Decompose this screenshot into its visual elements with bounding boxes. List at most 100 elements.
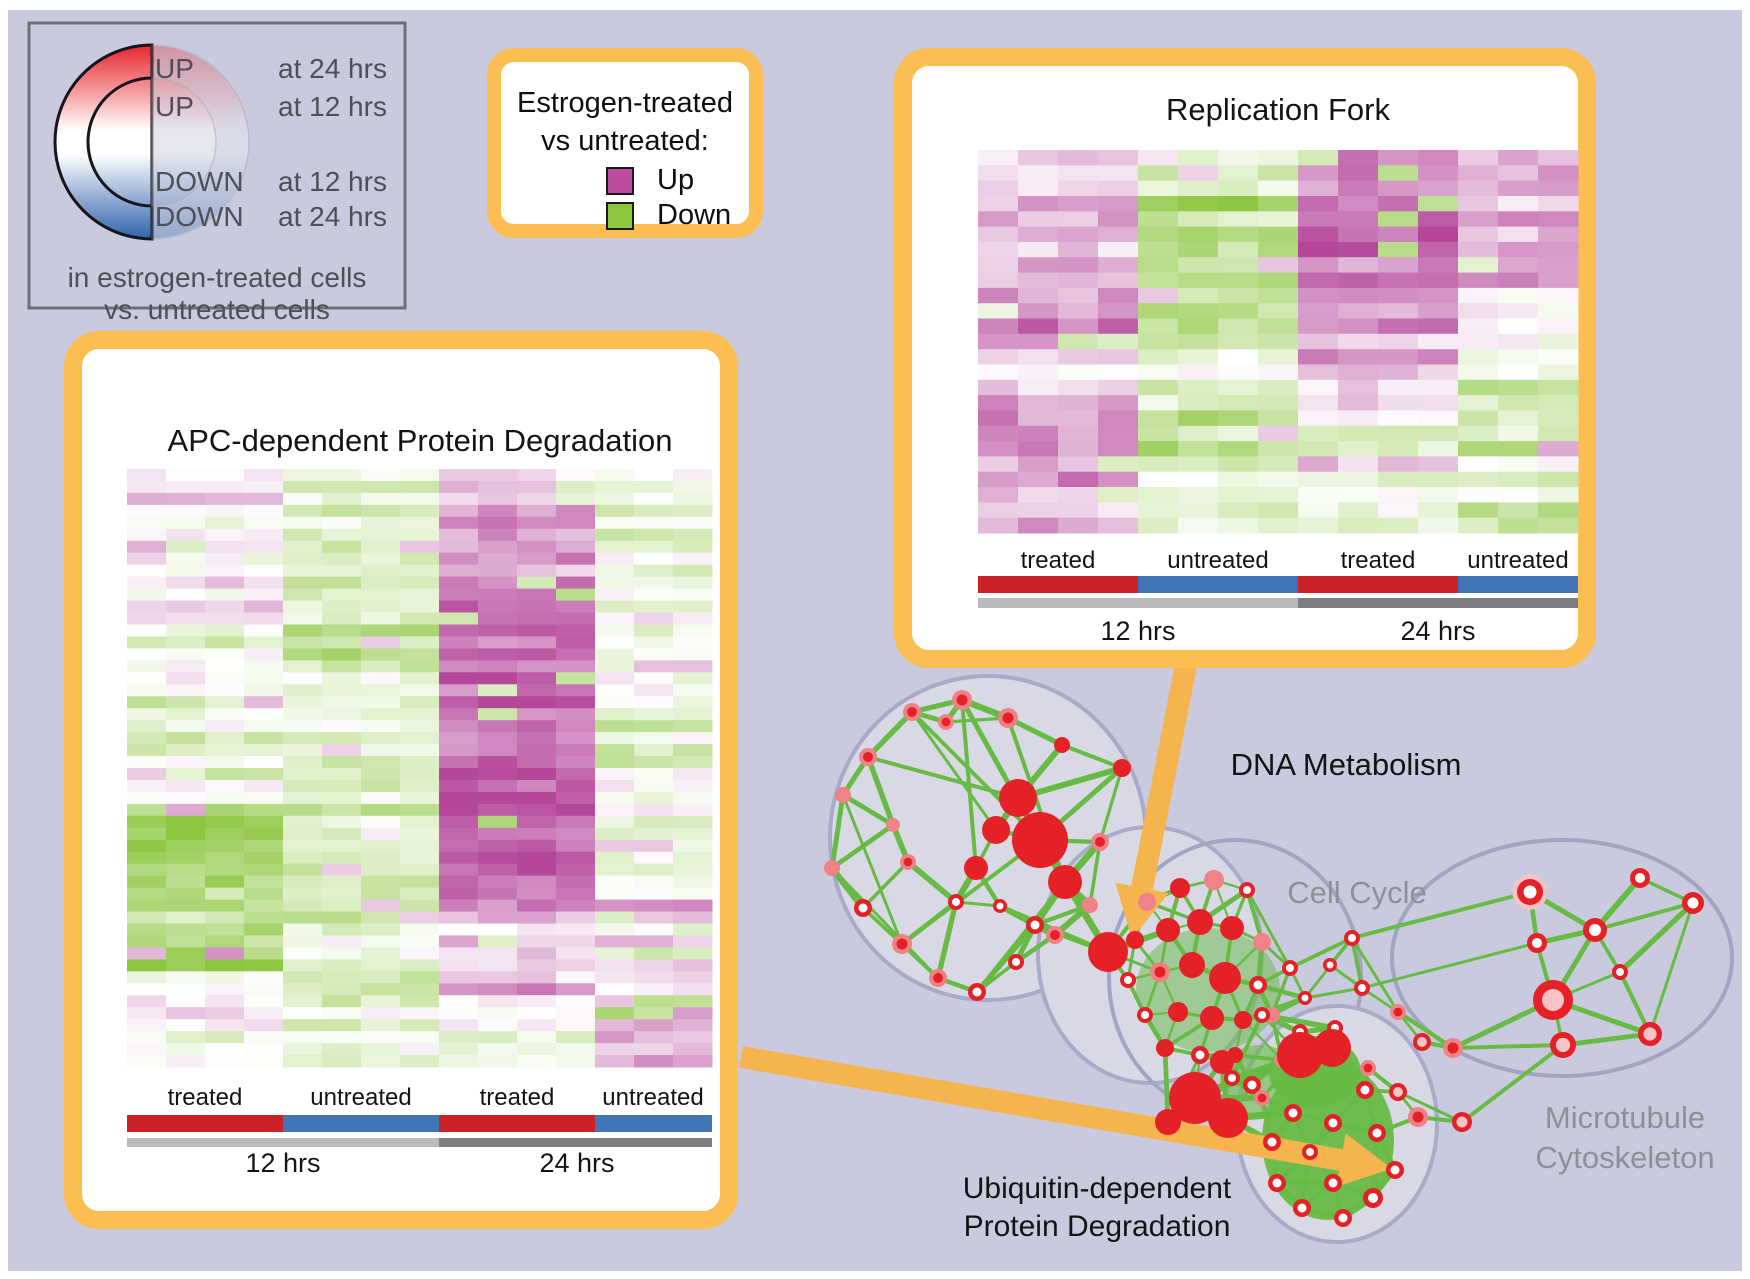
heatmap-cell — [166, 636, 206, 649]
heatmap-cell — [361, 708, 401, 721]
network-node — [1012, 812, 1068, 868]
network-nodes — [824, 690, 1704, 1227]
heatmap-cell — [1458, 349, 1499, 365]
network-node — [1170, 878, 1190, 898]
network-node — [1447, 1042, 1459, 1054]
heatmap-cell — [1298, 165, 1339, 182]
heatmap-cell — [517, 576, 557, 590]
network-edge — [1351, 890, 1531, 940]
heatmap-cell — [478, 552, 518, 566]
heatmap-cell — [517, 552, 557, 566]
heatmap-cell — [166, 1019, 206, 1032]
heatmap-cell — [1098, 441, 1139, 457]
cell-cycle-label: Cell Cycle — [1287, 875, 1427, 910]
heatmap-cell — [322, 803, 362, 817]
heatmap-cell — [283, 672, 323, 685]
heatmap-cell — [1418, 471, 1459, 488]
heatmap-cell — [1418, 180, 1459, 197]
heatmap-cell — [517, 504, 557, 518]
heatmap-cell — [361, 516, 401, 530]
heatmap-cell — [978, 287, 1019, 304]
heatmap-cell — [127, 612, 167, 625]
heatmap-cell — [1098, 196, 1139, 212]
heatmap-cell — [517, 660, 557, 673]
heatmap-cell — [166, 875, 206, 889]
network-node — [1338, 1213, 1348, 1223]
heatmap-cell — [1538, 456, 1579, 473]
heatmap-cell — [1418, 487, 1459, 503]
heatmap-cell — [517, 1043, 557, 1056]
heatmap-cell — [634, 1043, 674, 1056]
heatmap-cell — [205, 1019, 245, 1032]
heatmap-cell — [400, 839, 440, 853]
heatmap-cell — [322, 768, 362, 781]
network-node — [1088, 932, 1128, 972]
heatmap-cell — [127, 516, 167, 530]
heatmap-cell — [283, 624, 323, 637]
heatmap-cell — [205, 744, 245, 757]
heatmap-cell — [127, 815, 167, 829]
network-node — [952, 898, 960, 906]
heatmap-cell — [400, 708, 440, 721]
heatmap-cell — [1378, 487, 1419, 503]
heatmap-cell — [517, 492, 557, 506]
heatmap-cell — [595, 863, 635, 877]
heatmap-cell — [634, 899, 674, 913]
heatmap-cell — [517, 612, 557, 625]
network-node — [956, 694, 968, 706]
heatmap-cell — [127, 552, 167, 566]
heatmap-cell — [1018, 349, 1059, 365]
heatmap-cell — [1178, 211, 1219, 228]
heatmap-cell — [517, 851, 557, 865]
heatmap-cell — [1098, 180, 1139, 197]
network-node — [1168, 1002, 1188, 1022]
heatmap-cell — [283, 947, 323, 960]
heatmap-cell — [1298, 333, 1339, 350]
heatmap-cell — [1298, 272, 1339, 289]
heatmap-cell — [1498, 456, 1539, 473]
heatmap-cell — [1538, 517, 1579, 534]
heatmap-cell — [205, 540, 245, 554]
heatmap-cell — [1058, 165, 1099, 182]
heatmap-cell — [517, 469, 557, 482]
heatmap-cell — [1098, 410, 1139, 427]
heatmap-cell — [478, 516, 518, 530]
heatmap-cell — [595, 983, 635, 996]
heatmap-cell — [439, 469, 479, 482]
microtubule-ellipse — [1390, 838, 1734, 1078]
heatmap-cell — [1058, 441, 1099, 457]
apc-panel: APC-dependent Protein Degradation treate… — [64, 331, 738, 1229]
heatmap-cell — [595, 791, 635, 805]
heatmap-cell — [673, 935, 713, 948]
heatmap-cell — [166, 504, 206, 518]
ubiquitin-label-line1: Ubiquitin-dependent — [963, 1172, 1232, 1205]
apc-group-label: treated — [168, 1084, 243, 1111]
heatmap-cell — [1218, 257, 1259, 273]
heatmap-cell — [595, 1043, 635, 1056]
heatmap-cell — [595, 660, 635, 673]
heatmap-cell — [166, 588, 206, 602]
heatmap-cell — [283, 744, 323, 757]
heatmap-cell — [1298, 211, 1339, 228]
heatmap-cell — [1058, 395, 1099, 411]
heatmap-cell — [322, 839, 362, 853]
heatmap-cell — [127, 504, 167, 518]
network-edge — [945, 716, 1009, 724]
heatmap-cell — [400, 552, 440, 566]
heatmap-cell — [1258, 410, 1299, 427]
legend-row-time: at 24 hrs — [278, 201, 387, 232]
heatmap-cell — [127, 564, 167, 578]
heatmap-cell — [1178, 303, 1219, 319]
network-edge — [1230, 1014, 1264, 1079]
heatmap-cell — [634, 983, 674, 996]
heatmap-cell — [166, 780, 206, 793]
heatmap-cell — [1458, 502, 1499, 519]
heatmap-cell — [127, 935, 167, 948]
heatmap-cell — [439, 672, 479, 685]
heatmap-cell — [1178, 425, 1219, 442]
heatmap-cell — [1378, 318, 1419, 335]
heatmap-cell — [517, 1055, 557, 1068]
heatmap-cell — [322, 696, 362, 709]
heatmap-cell — [673, 684, 713, 697]
heatmap-cell — [556, 588, 596, 602]
